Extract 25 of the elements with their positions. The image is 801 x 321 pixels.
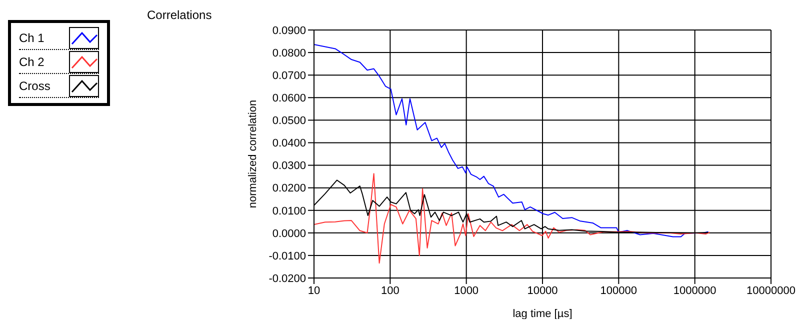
legend-label: Cross [19, 79, 52, 93]
y-tick-label: 0.0300 [272, 160, 306, 172]
y-tick-label: 0.0200 [272, 182, 306, 195]
y-tick-label: 0.0900 [272, 24, 306, 37]
y-axis-title: normalized correlation [246, 100, 259, 208]
x-tick-label: 10 [308, 284, 320, 297]
x-tick-label: 10000000 [746, 284, 796, 297]
text: Correlations [147, 8, 212, 22]
x-tick-label: 1000000 [673, 284, 716, 297]
x-axis-title: lag time [µs] [512, 308, 572, 320]
y-tick-label: -0.0200 [268, 272, 306, 285]
x-tick-label: 100 [380, 284, 400, 297]
legend-label: Ch 1 [19, 31, 46, 45]
legend-label: Ch 2 [19, 55, 46, 69]
x-tick-label: 10000 [527, 284, 558, 297]
y-tick-label: 0.0700 [272, 70, 306, 82]
y-tick-label: 0.0000 [272, 228, 306, 240]
y-tick-label: 0.0400 [272, 138, 306, 150]
y-tick-label: 0.0500 [272, 115, 306, 128]
y-tick-label: -0.0100 [268, 250, 306, 262]
y-tick-label: 0.0800 [272, 47, 306, 60]
y-tick-label: 0.0600 [272, 92, 306, 105]
y-tick-label: 0.0100 [272, 205, 306, 218]
x-tick-label: 1000 [454, 284, 479, 297]
x-tick-label: 100000 [600, 284, 638, 297]
